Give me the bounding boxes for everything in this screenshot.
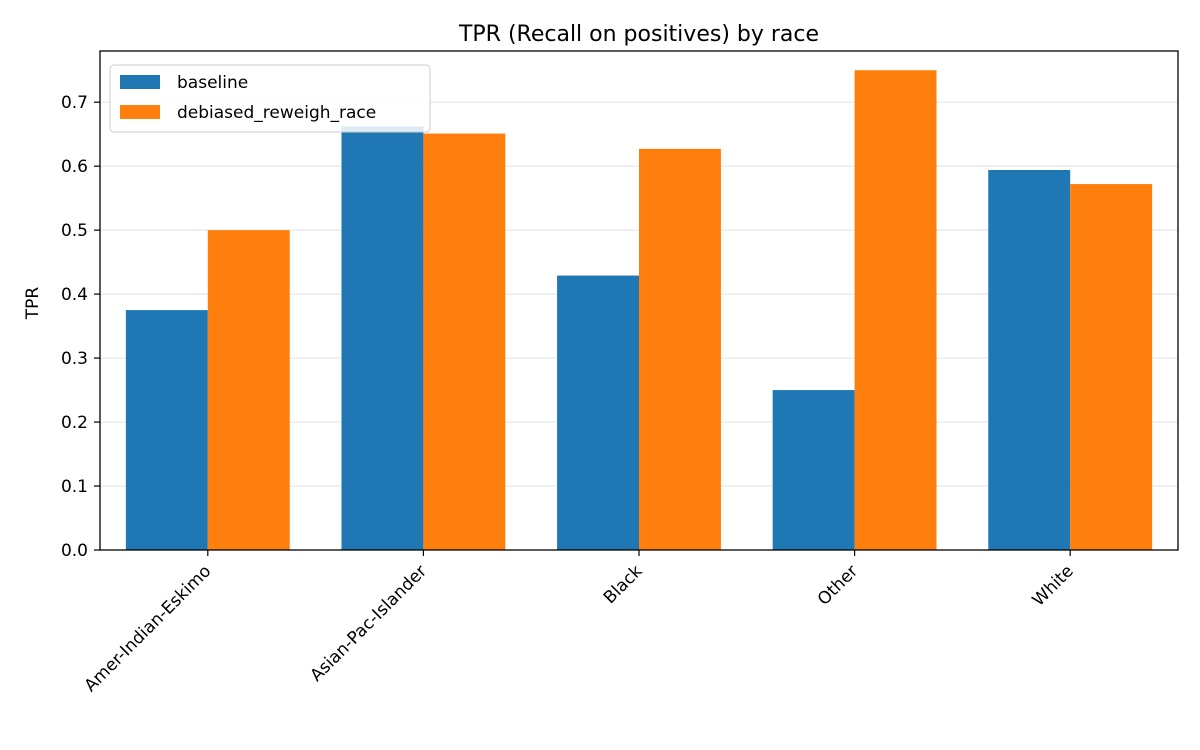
bar-debiased_reweigh_race-White <box>1070 184 1153 551</box>
y-tick-label: 0.2 <box>61 413 88 433</box>
legend: baseline debiased_reweigh_race <box>109 64 431 133</box>
bar-debiased_reweigh_race-Other <box>854 70 937 550</box>
chart-title: TPR (Recall on positives) by race <box>458 22 819 47</box>
y-tick-label: 0.0 <box>61 541 88 561</box>
x-tick-label: Black <box>600 561 647 608</box>
x-tick-label: Other <box>814 561 862 609</box>
bar-baseline-Asian-Pac-Islander <box>341 126 424 550</box>
x-tick-label: Amer-Indian-Eskimo <box>81 561 216 696</box>
x-ticks: Amer-Indian-Eskimo Asian-Pac-Islander Blac… <box>81 550 1078 696</box>
y-tick-label: 0.1 <box>61 477 88 497</box>
x-tick-label: White <box>1029 561 1078 610</box>
y-ticks: 0.0 0.1 0.2 0.3 0.4 0.5 0.6 0.7 <box>61 93 100 561</box>
y-tick-label: 0.5 <box>61 221 88 241</box>
bar-debiased_reweigh_race-Black <box>639 148 721 550</box>
y-tick-label: 0.3 <box>61 349 88 369</box>
legend-label-debiased_reweigh_race: debiased_reweigh_race <box>177 103 376 123</box>
y-tick-label: 0.4 <box>61 285 88 305</box>
legend-box <box>109 64 431 133</box>
bar-debiased_reweigh_race-Amer-Indian-Eskimo <box>207 230 290 550</box>
bars <box>125 70 1153 551</box>
bar-baseline-Other <box>772 390 855 550</box>
y-axis-label: TPR <box>23 287 43 321</box>
bar-debiased_reweigh_race-Asian-Pac-Islander <box>423 133 506 550</box>
bar-baseline-Amer-Indian-Eskimo <box>125 310 208 550</box>
legend-swatch-debiased_reweigh_race <box>120 105 160 119</box>
legend-label-baseline: baseline <box>177 73 248 93</box>
bar-baseline-Black <box>557 275 639 550</box>
bar-baseline-White <box>988 169 1071 550</box>
y-tick-label: 0.7 <box>61 93 88 113</box>
y-tick-label: 0.6 <box>61 157 88 177</box>
x-tick-label: Asian-Pac-Islander <box>307 561 431 685</box>
legend-swatch-baseline <box>120 75 160 89</box>
